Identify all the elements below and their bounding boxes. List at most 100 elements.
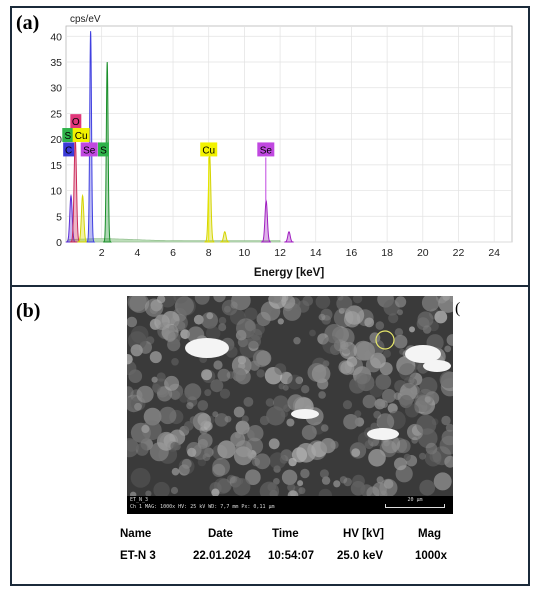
sem-particle <box>265 398 275 407</box>
sem-particle <box>386 410 406 430</box>
acquisition-info-table: Name Date Time HV [kV] Mag ET-N 3 22.01.… <box>110 528 460 572</box>
sem-particle <box>206 326 221 341</box>
sem-particle <box>217 368 231 382</box>
sem-particle <box>344 305 365 325</box>
sem-particle <box>318 313 326 321</box>
sem-particle <box>297 480 304 487</box>
sem-particle <box>201 369 213 381</box>
element-label-text: Se <box>260 145 273 156</box>
sem-bright-crystal <box>291 409 319 419</box>
sem-particle <box>315 296 331 309</box>
sem-particle <box>446 334 453 346</box>
sem-particle <box>151 376 158 383</box>
sem-particle <box>266 406 286 426</box>
sem-particle <box>280 371 293 385</box>
sem-particle <box>309 329 316 337</box>
sem-particle <box>268 438 280 450</box>
sem-particle <box>300 468 310 479</box>
element-label-box <box>97 142 109 157</box>
sem-particle <box>403 376 415 389</box>
info-header: Name <box>120 528 152 540</box>
sem-particle <box>398 363 417 381</box>
element-label-box <box>80 142 98 157</box>
sem-particle <box>130 344 143 357</box>
sem-particle <box>137 443 148 454</box>
sem-particle <box>156 296 166 304</box>
sem-particle <box>393 334 408 349</box>
sem-particle <box>369 384 383 398</box>
x-tick-label: 4 <box>134 247 140 259</box>
element-label-text: Cu <box>202 145 215 156</box>
sem-particle <box>226 474 236 484</box>
sem-particle <box>201 312 218 329</box>
sem-particle <box>149 305 159 314</box>
sem-particle <box>409 326 415 333</box>
sem-particle <box>397 309 403 316</box>
sem-particle <box>217 440 236 459</box>
sem-particle <box>246 334 261 349</box>
sem-particle <box>364 317 375 328</box>
sem-particle <box>394 457 407 471</box>
sem-particle <box>291 447 308 463</box>
sem-particle <box>394 328 404 337</box>
panel-a-label: (a) <box>16 12 40 34</box>
sem-particle <box>396 439 411 454</box>
element-label-box <box>72 128 90 143</box>
sem-particle <box>362 394 376 409</box>
sem-particle <box>210 379 224 393</box>
sem-particle <box>130 467 151 488</box>
sem-particle <box>338 307 345 314</box>
sem-particle <box>127 354 133 365</box>
y-tick-label: 10 <box>50 186 62 198</box>
sem-particle <box>311 364 331 384</box>
sem-particle <box>287 374 303 390</box>
element-label: O <box>70 114 82 129</box>
sem-particle <box>320 438 336 454</box>
info-value: 25.0 keV <box>337 550 384 562</box>
sem-particle <box>224 415 232 423</box>
sem-particle <box>342 400 353 410</box>
element-label-box <box>62 128 74 143</box>
sem-particle <box>214 413 229 427</box>
element-label-text: S <box>64 131 71 142</box>
sem-particle <box>354 410 362 418</box>
info-value-row: ET-N 3 22.01.2024 10:54:07 25.0 keV 1000… <box>110 550 460 572</box>
sem-particle <box>444 455 453 468</box>
sem-particle <box>212 463 226 477</box>
element-label-box <box>63 142 75 157</box>
sem-particle <box>159 406 177 425</box>
sem-particle <box>343 477 352 487</box>
sem-particle <box>197 433 213 448</box>
sem-particle <box>256 350 272 366</box>
sem-particle <box>146 336 155 345</box>
sem-particle <box>301 425 317 440</box>
y-tick-label: 40 <box>50 31 62 43</box>
element-label-box <box>70 114 82 129</box>
sem-bright-crystal <box>367 428 399 440</box>
spectrum-peak <box>284 231 294 243</box>
element-label: C <box>63 142 75 157</box>
sem-particle <box>287 394 305 411</box>
sem-particle <box>364 440 374 450</box>
sem-parameters: Ch 1 MAG: 1000x HV: 25 kV WD: 7,7 mm Px:… <box>130 504 275 510</box>
sem-particle <box>352 296 363 304</box>
x-tick-label: 6 <box>170 247 176 259</box>
sem-particle <box>425 442 438 455</box>
element-label-box <box>200 142 218 157</box>
y-tick-label: 20 <box>50 134 62 146</box>
sem-particle <box>233 446 253 466</box>
sem-particle <box>320 308 333 321</box>
sem-particle <box>416 414 437 435</box>
info-header: Mag <box>418 528 441 540</box>
sem-bright-crystal <box>405 345 441 363</box>
element-label-box <box>257 142 275 157</box>
info-value: 10:54:07 <box>268 550 315 562</box>
element-label: Cu <box>200 142 218 157</box>
sem-particle <box>179 393 189 403</box>
element-label-text: O <box>72 117 80 128</box>
sem-particle <box>319 469 329 479</box>
sem-particle <box>274 363 287 375</box>
sem-bright-crystal <box>185 338 229 358</box>
sem-particle <box>155 314 169 328</box>
sem-particle <box>376 413 395 431</box>
